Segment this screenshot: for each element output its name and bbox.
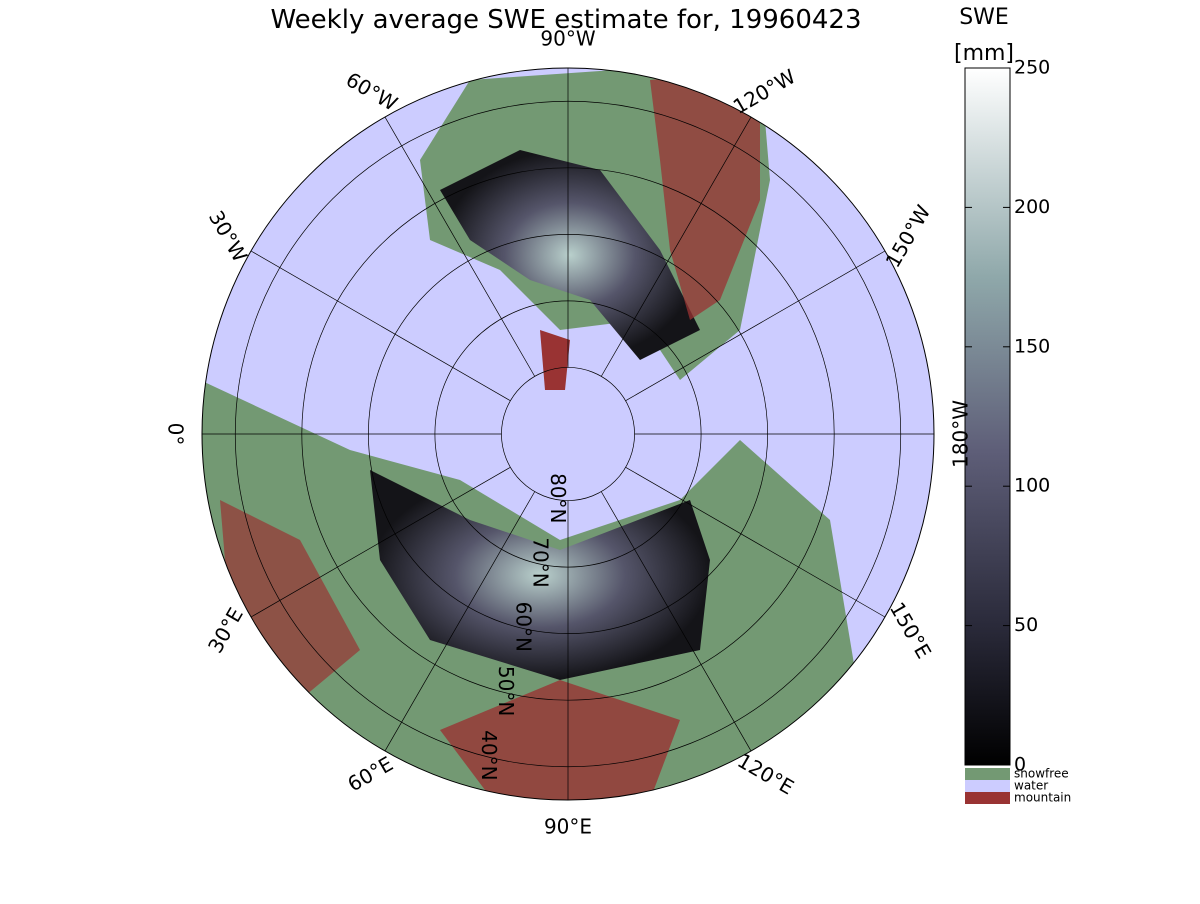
latitude-label: 70°N — [529, 537, 553, 587]
meridian — [600, 491, 752, 752]
latitude-label: 40°N — [477, 730, 501, 780]
colorbar-tick-label: 0 — [1014, 754, 1026, 776]
legend-swatch — [965, 768, 1010, 780]
meridian — [625, 250, 886, 402]
title: Weekly average SWE estimate for, 1996042… — [270, 5, 861, 35]
colorbar-label: SWE — [959, 5, 1009, 30]
colorbar-tick-label: 150 — [1014, 335, 1050, 357]
longitude-label: 0° — [164, 423, 188, 446]
graticule: 80°N 70°N 60°N 50°N 40°N — [202, 68, 934, 800]
longitude-label: 180°W — [949, 400, 973, 468]
meridian — [384, 116, 536, 377]
latitude-label: 50°N — [494, 666, 518, 716]
meridian — [250, 250, 511, 402]
meridian — [384, 491, 536, 752]
longitude-label: 120°E — [733, 748, 798, 799]
longitude-label: 120°W — [729, 64, 800, 119]
colorbar-tick-label: 250 — [1014, 57, 1050, 79]
longitude-label: 90°W — [540, 27, 595, 51]
colorbar-tick-label: 50 — [1014, 614, 1038, 636]
meridian — [625, 466, 886, 618]
longitude-label: 60°E — [343, 751, 397, 796]
colorbar — [964, 67, 1011, 766]
longitude-label: 150°W — [881, 201, 936, 272]
map-background — [202, 68, 934, 800]
longitude-label: 60°W — [342, 67, 402, 116]
meridian — [600, 116, 752, 377]
colorbar-tick-label: 100 — [1014, 475, 1050, 497]
legend-label: snowfree — [1014, 767, 1069, 781]
colorbar-unit: [mm] — [954, 41, 1014, 66]
colorbar-tick-label: 200 — [1014, 196, 1050, 218]
latitude-label: 80°N — [546, 473, 570, 523]
longitude-label: 150°E — [885, 598, 936, 663]
longitude-label: 30°E — [203, 603, 248, 657]
longitude-label: 30°W — [204, 206, 253, 266]
legend-label: water — [1014, 779, 1048, 793]
meridian — [250, 466, 511, 618]
longitude-label: 90°E — [544, 815, 592, 839]
legend-label: mountain — [1014, 791, 1071, 805]
legend-swatch — [965, 792, 1010, 804]
latitude-label: 60°N — [511, 602, 535, 652]
legend-swatch — [965, 780, 1010, 792]
